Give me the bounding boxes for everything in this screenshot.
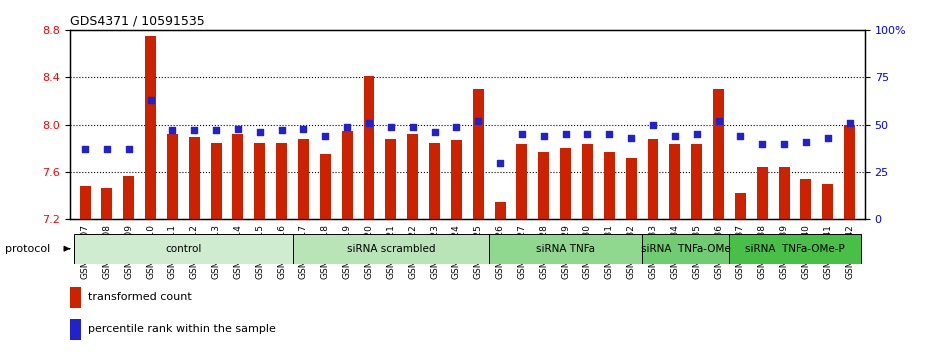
Bar xyxy=(124,176,134,219)
Point xyxy=(733,133,748,139)
Bar xyxy=(757,167,767,219)
Point xyxy=(493,160,508,166)
Point xyxy=(427,130,442,135)
Point xyxy=(231,126,246,131)
Point xyxy=(296,126,311,131)
Point xyxy=(624,135,639,141)
Bar xyxy=(407,134,418,219)
Bar xyxy=(320,154,331,219)
Bar xyxy=(495,202,506,219)
Bar xyxy=(364,76,375,219)
Point xyxy=(143,97,158,103)
Bar xyxy=(560,148,571,219)
Point xyxy=(318,133,333,139)
Bar xyxy=(232,134,244,219)
Bar xyxy=(74,234,293,264)
Text: GDS4371 / 10591535: GDS4371 / 10591535 xyxy=(70,14,205,27)
Text: transformed count: transformed count xyxy=(88,292,193,302)
Point xyxy=(537,133,551,139)
Text: siRNA  TNFa-OMe-P: siRNA TNFa-OMe-P xyxy=(745,244,844,254)
Point xyxy=(405,124,420,130)
Bar xyxy=(293,234,489,264)
Point xyxy=(514,131,529,137)
Point xyxy=(689,131,704,137)
Bar xyxy=(844,125,855,219)
Point xyxy=(558,131,573,137)
Point xyxy=(777,141,791,147)
Bar xyxy=(582,144,593,219)
Bar xyxy=(167,134,178,219)
Point xyxy=(339,124,354,130)
Point xyxy=(252,130,267,135)
Bar xyxy=(647,139,658,219)
Bar xyxy=(80,186,90,219)
Text: percentile rank within the sample: percentile rank within the sample xyxy=(88,324,276,334)
Bar xyxy=(604,152,615,219)
Text: siRNA TNFa: siRNA TNFa xyxy=(536,244,595,254)
Bar xyxy=(101,188,113,219)
Point xyxy=(711,118,726,124)
Point xyxy=(602,131,617,137)
Bar xyxy=(735,193,746,219)
Text: siRNA  TNFa-OMe: siRNA TNFa-OMe xyxy=(641,244,731,254)
Point xyxy=(645,122,660,128)
Bar xyxy=(729,234,860,264)
Bar xyxy=(341,131,352,219)
Bar xyxy=(451,140,462,219)
Bar xyxy=(778,167,790,219)
Bar xyxy=(538,152,550,219)
Point xyxy=(668,133,683,139)
Bar xyxy=(429,143,440,219)
Point xyxy=(755,141,770,147)
Point xyxy=(580,131,595,137)
Bar xyxy=(516,144,527,219)
Bar xyxy=(385,139,396,219)
Point xyxy=(471,118,485,124)
Point xyxy=(165,128,179,133)
Bar xyxy=(801,179,811,219)
Point xyxy=(100,147,114,152)
Point xyxy=(383,124,398,130)
Bar xyxy=(822,184,833,219)
Bar xyxy=(489,234,642,264)
Bar xyxy=(145,36,156,219)
Point xyxy=(820,135,835,141)
Bar xyxy=(670,144,681,219)
Text: control: control xyxy=(166,244,202,254)
Bar xyxy=(713,89,724,219)
Bar xyxy=(691,144,702,219)
Bar xyxy=(298,139,309,219)
Text: protocol: protocol xyxy=(5,244,50,254)
Point xyxy=(77,147,92,152)
Bar xyxy=(211,143,221,219)
Bar xyxy=(472,89,484,219)
Point xyxy=(187,128,202,133)
Bar xyxy=(254,143,265,219)
Bar xyxy=(189,137,200,219)
Point xyxy=(843,120,857,126)
Point xyxy=(799,139,814,145)
Bar xyxy=(70,287,81,308)
Point xyxy=(362,120,377,126)
Bar xyxy=(626,158,637,219)
Point xyxy=(274,128,289,133)
Bar xyxy=(276,143,287,219)
Bar xyxy=(642,234,729,264)
Point xyxy=(449,124,464,130)
Point xyxy=(121,147,136,152)
Bar xyxy=(70,319,81,340)
Point xyxy=(208,128,223,133)
Text: siRNA scrambled: siRNA scrambled xyxy=(347,244,435,254)
